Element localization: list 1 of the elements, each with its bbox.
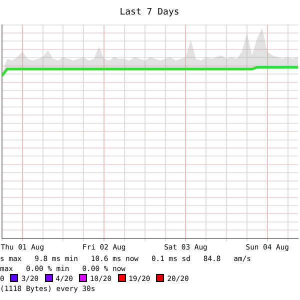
chart-title: Last 7 Days — [120, 8, 180, 18]
